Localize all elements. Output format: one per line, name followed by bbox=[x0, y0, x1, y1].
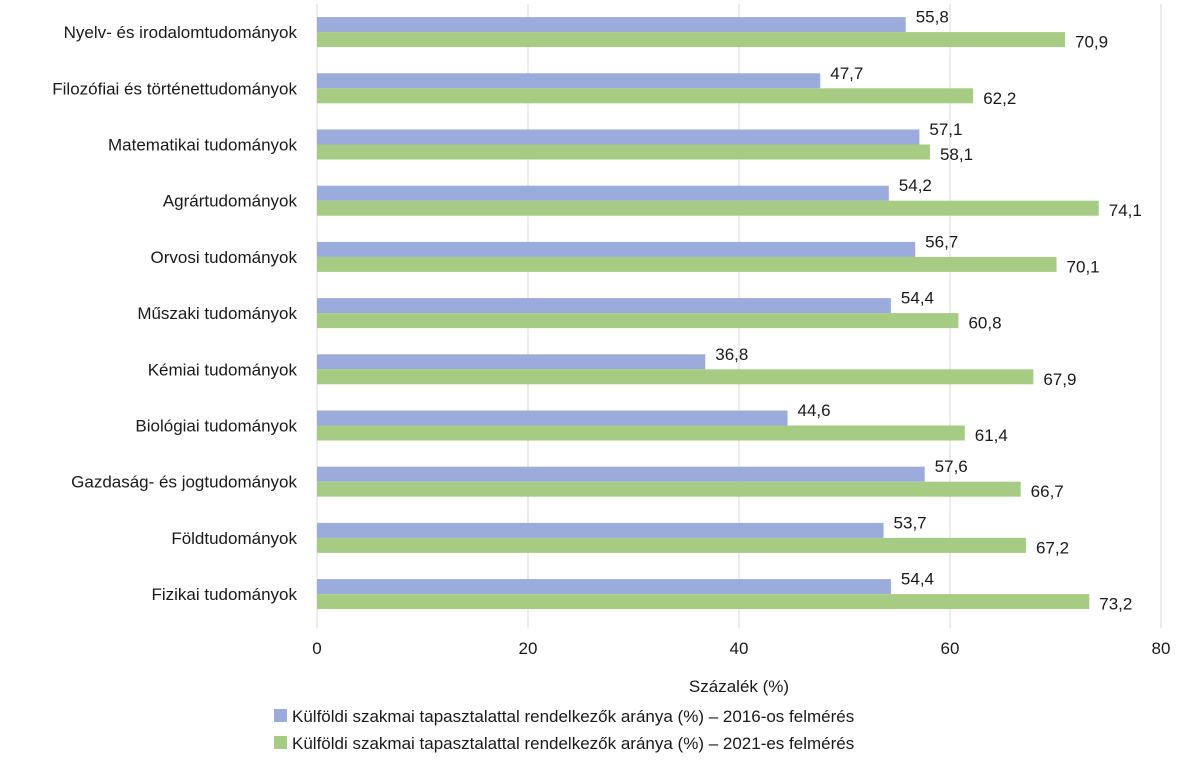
data-labels: 55,8 70,9 47,7 62,2 57,1 58,1 54,2 74,1 56,7 70,1… bbox=[715, 8, 1142, 614]
bar-series-1 bbox=[317, 17, 906, 33]
bar-series-2 bbox=[317, 144, 930, 160]
legend-swatch-1 bbox=[274, 709, 287, 722]
category-label: Gazdaság- és jogtudományok bbox=[71, 473, 297, 492]
data-label: 61,4 bbox=[975, 426, 1008, 445]
data-label: 74,1 bbox=[1109, 201, 1142, 220]
data-label: 47,7 bbox=[830, 64, 863, 83]
legend: Külföldi szakmai tapasztalattal rendelke… bbox=[274, 707, 854, 753]
bar-series-2 bbox=[317, 481, 1021, 497]
bar-series-2 bbox=[317, 425, 965, 441]
category-label: Orvosi tudományok bbox=[151, 248, 298, 267]
category-label: Nyelv- és irodalomtudományok bbox=[64, 23, 298, 42]
category-label: Földtudományok bbox=[171, 529, 297, 548]
data-label: 62,2 bbox=[983, 89, 1016, 108]
data-label: 60,8 bbox=[968, 314, 1001, 333]
bar-series-1 bbox=[317, 522, 884, 538]
bar-series-1 bbox=[317, 73, 821, 89]
bar-series-1 bbox=[317, 241, 916, 257]
data-label: 67,9 bbox=[1043, 370, 1076, 389]
category-label: Kémiai tudományok bbox=[148, 360, 298, 379]
legend-label-1: Külföldi szakmai tapasztalattal rendelke… bbox=[292, 707, 854, 726]
x-tick-labels: 0 20 40 60 80 bbox=[312, 639, 1170, 658]
data-label: 55,8 bbox=[916, 8, 949, 27]
bar-series-2 bbox=[317, 369, 1034, 385]
x-tick-label: 80 bbox=[1152, 639, 1171, 658]
data-label: 58,1 bbox=[940, 145, 973, 164]
data-label: 54,2 bbox=[899, 176, 932, 195]
x-axis-title: Százalék (%) bbox=[689, 677, 789, 696]
bar-series-2 bbox=[317, 88, 974, 104]
bar-series-2 bbox=[317, 32, 1065, 48]
category-label: Műszaki tudományok bbox=[137, 304, 297, 323]
category-label: Matematikai tudományok bbox=[108, 136, 297, 155]
bar-series-1 bbox=[317, 410, 788, 426]
data-label: 54,4 bbox=[901, 570, 934, 589]
data-label: 36,8 bbox=[715, 345, 748, 364]
x-tick-label: 60 bbox=[941, 639, 960, 658]
category-label: Agrártudományok bbox=[163, 192, 298, 211]
legend-label-2: Külföldi szakmai tapasztalattal rendelke… bbox=[292, 734, 854, 753]
data-label: 66,7 bbox=[1031, 482, 1064, 501]
data-label: 44,6 bbox=[798, 401, 831, 420]
data-label: 57,6 bbox=[935, 457, 968, 476]
data-label: 70,1 bbox=[1067, 257, 1100, 276]
bar-series-1 bbox=[317, 298, 891, 314]
category-label: Fizikai tudományok bbox=[151, 585, 297, 604]
bar-series-2 bbox=[317, 313, 959, 329]
data-label: 56,7 bbox=[925, 232, 958, 251]
bar-series-1 bbox=[317, 129, 920, 145]
data-label: 57,1 bbox=[929, 120, 962, 139]
bar-series-2 bbox=[317, 256, 1057, 272]
bar-series-2 bbox=[317, 594, 1090, 610]
bar-series-1 bbox=[317, 466, 925, 482]
data-label: 54,4 bbox=[901, 289, 934, 308]
data-label: 67,2 bbox=[1036, 538, 1069, 557]
bar-series-2 bbox=[317, 200, 1099, 216]
x-tick-label: 20 bbox=[519, 639, 538, 658]
bars bbox=[317, 17, 1099, 610]
category-label: Filozófiai és történettudományok bbox=[52, 79, 297, 98]
x-tick-label: 0 bbox=[312, 639, 321, 658]
bar-series-1 bbox=[317, 185, 889, 201]
bar-series-2 bbox=[317, 537, 1026, 553]
data-label: 53,7 bbox=[894, 513, 927, 532]
data-label: 70,9 bbox=[1075, 33, 1108, 52]
bar-series-1 bbox=[317, 354, 706, 370]
legend-swatch-2 bbox=[274, 736, 287, 749]
data-label: 73,2 bbox=[1099, 595, 1132, 614]
category-labels: Nyelv- és irodalomtudományok Filozófiai é… bbox=[52, 23, 297, 604]
x-tick-label: 40 bbox=[730, 639, 749, 658]
bar-series-1 bbox=[317, 579, 891, 595]
category-label: Biológiai tudományok bbox=[135, 417, 297, 436]
